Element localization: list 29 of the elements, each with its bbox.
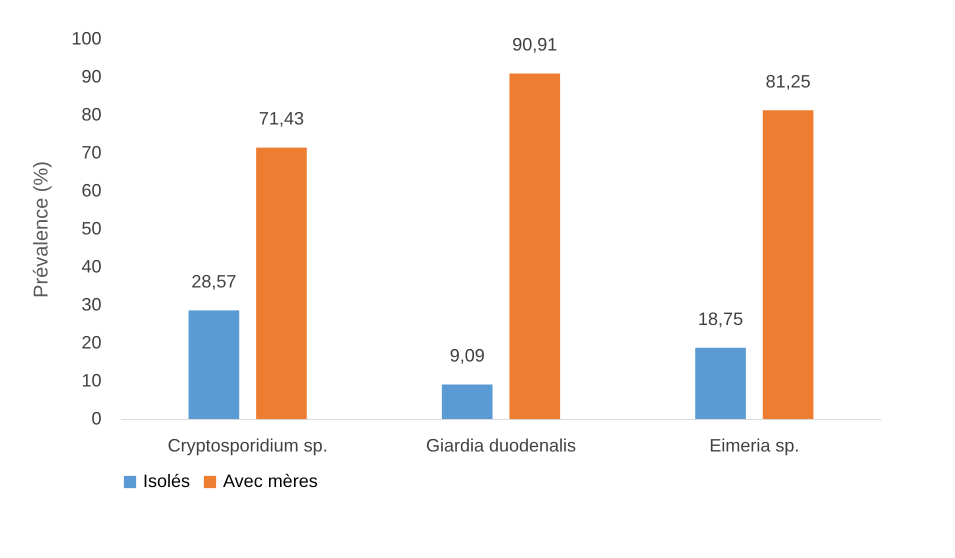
y-tick-label: 10	[81, 370, 102, 390]
x-tick-label: Eimeria sp.	[709, 436, 800, 456]
x-tick-label: Giardia duodenalis	[426, 436, 576, 456]
bar	[188, 310, 240, 419]
bar	[695, 348, 746, 419]
legend-label: Avec mères	[223, 471, 318, 491]
data-label: 18,75	[698, 308, 744, 329]
y-tick-label: 0	[91, 408, 102, 428]
data-label: 9,09	[450, 345, 485, 366]
data-label: 71,43	[258, 108, 304, 129]
y-tick-label: 80	[81, 104, 102, 124]
y-tick-label: 70	[81, 142, 102, 162]
legend-label: Isolés	[143, 471, 190, 491]
data-label: 28,57	[191, 271, 236, 292]
y-axis-title: Prévalence (%)	[30, 161, 52, 298]
y-tick-label: 100	[71, 28, 102, 48]
bar	[256, 148, 307, 419]
y-tick-label: 30	[81, 294, 102, 314]
y-tick-label: 20	[81, 332, 102, 352]
y-tick-label: 90	[81, 66, 102, 86]
x-tick-label: Cryptosporidium sp.	[168, 436, 328, 456]
data-label: 81,25	[766, 71, 811, 92]
bar	[442, 384, 493, 419]
data-label: 90,91	[512, 34, 558, 55]
y-tick-label: 40	[81, 256, 102, 276]
y-tick-label: 50	[81, 218, 102, 238]
bar	[762, 110, 814, 419]
y-tick-label: 60	[81, 180, 102, 200]
bar	[509, 74, 560, 419]
